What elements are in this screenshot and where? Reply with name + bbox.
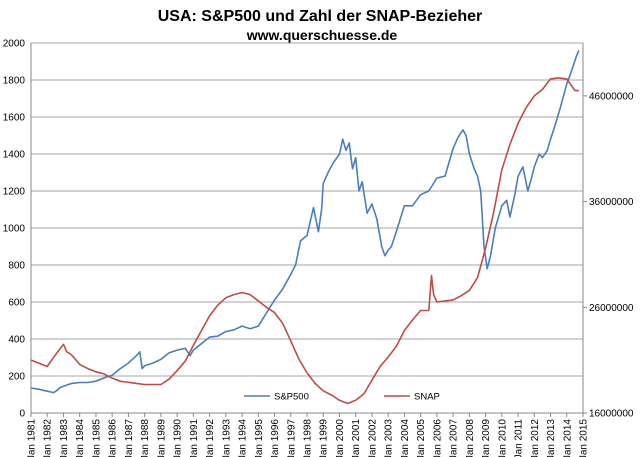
x-tick-label: Jan 1992 (205, 419, 216, 457)
x-tick-label: Jan 1993 (221, 419, 232, 457)
series-lines (30, 50, 580, 405)
axes: 0 200 400 600 800 1000 1200 1400 1600 1800 2000 160… (3, 39, 634, 457)
x-tick-label: Jan 1990 (173, 419, 184, 457)
y-left-tick-label: 200 (8, 372, 25, 383)
x-tick-label: Jan 2003 (384, 419, 395, 457)
legend: S&P500 SNAP (244, 392, 440, 403)
y-left-tick-label: 600 (8, 298, 25, 309)
x-tick-label: Jan 1989 (156, 419, 167, 457)
x-tick-label: Jan 2010 (497, 419, 508, 457)
x-tick-label: Jan 1987 (124, 419, 135, 457)
x-tick-label: Jan 1984 (75, 419, 86, 457)
x-tick-label: Jan 2011 (514, 419, 525, 457)
y-right-tick-label: 36000000 (589, 197, 634, 208)
x-tick-label: Jan 2007 (449, 419, 460, 457)
x-tick-label: Jan 1991 (189, 419, 200, 457)
x-tick-label: Jan 2004 (400, 419, 411, 457)
x-tick-label: Jan 2001 (351, 419, 362, 457)
x-tick-label: Jan 2013 (546, 419, 557, 457)
series-line-sp500 (30, 50, 580, 394)
x-tick-label: Jan 1983 (59, 419, 70, 457)
y-right-tick-label: 16000000 (589, 409, 634, 420)
x-tick-label: Jan 2012 (530, 419, 541, 457)
x-tick-label: Jan 1982 (43, 419, 54, 457)
series-line-snap (30, 77, 579, 405)
grid-lines (31, 42, 583, 414)
x-tick-label: Jan 2002 (367, 419, 378, 457)
y-left-tick-label: 800 (8, 261, 25, 272)
x-tick-label: Jan 1999 (319, 419, 330, 457)
x-tick-label: Jan 2006 (432, 419, 443, 457)
x-tick-label: Jan 1994 (238, 419, 249, 457)
y-left-tick-label: 1200 (3, 187, 26, 198)
x-tick-label: Jan 2009 (481, 419, 492, 457)
x-tick-label: Jan 2000 (335, 419, 346, 457)
legend-label-snap: SNAP (414, 392, 440, 403)
x-tick-label: Jan 1986 (108, 419, 119, 457)
x-tick-label: Jan 1998 (303, 419, 314, 457)
y-left-tick-label: 1000 (3, 224, 26, 235)
x-tick-label: Jan 2014 (562, 419, 573, 457)
y-left-tick-label: 1400 (3, 150, 26, 161)
y-right-tick-label: 26000000 (589, 303, 634, 314)
x-tick-label: Jan 1985 (91, 419, 102, 457)
y-left-tick-label: 1800 (3, 76, 26, 87)
y-left-tick-label: 0 (19, 409, 25, 420)
x-tick-label: Jan 2015 (579, 419, 590, 457)
x-tick-label: Jan 1981 (27, 419, 38, 457)
x-tick-label: Jan 2005 (416, 419, 427, 457)
x-tick-label: Jan 2008 (465, 419, 476, 457)
legend-label-sp500: S&P500 (274, 392, 309, 403)
x-tick-label: Jan 1997 (286, 419, 297, 457)
y-left-tick-label: 2000 (3, 39, 26, 50)
chart-title: USA: S&P500 und Zahl der SNAP-Bezieher (158, 8, 483, 25)
x-tick-label: Jan 1988 (140, 419, 151, 457)
x-tick-label: Jan 1995 (254, 419, 265, 457)
y-left-tick-label: 400 (8, 335, 25, 346)
y-right-tick-label: 46000000 (589, 91, 634, 102)
chart-subtitle: www.querschuesse.de (246, 27, 398, 43)
y-left-tick-label: 1600 (3, 113, 26, 124)
x-tick-label: Jan 1996 (270, 419, 281, 457)
